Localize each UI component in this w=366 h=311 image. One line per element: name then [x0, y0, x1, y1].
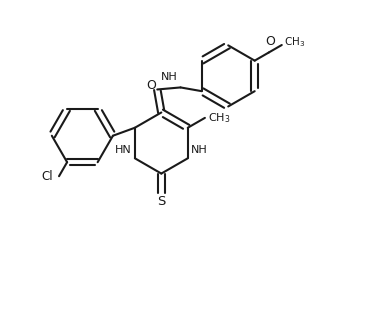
Text: Cl: Cl	[41, 170, 53, 183]
Text: S: S	[157, 195, 165, 208]
Text: O: O	[266, 35, 276, 48]
Text: NH: NH	[161, 72, 177, 82]
Text: HN: HN	[115, 146, 132, 156]
Text: NH: NH	[191, 146, 208, 156]
Text: CH$_3$: CH$_3$	[208, 111, 230, 125]
Text: CH$_3$: CH$_3$	[284, 35, 305, 49]
Text: O: O	[146, 79, 156, 92]
